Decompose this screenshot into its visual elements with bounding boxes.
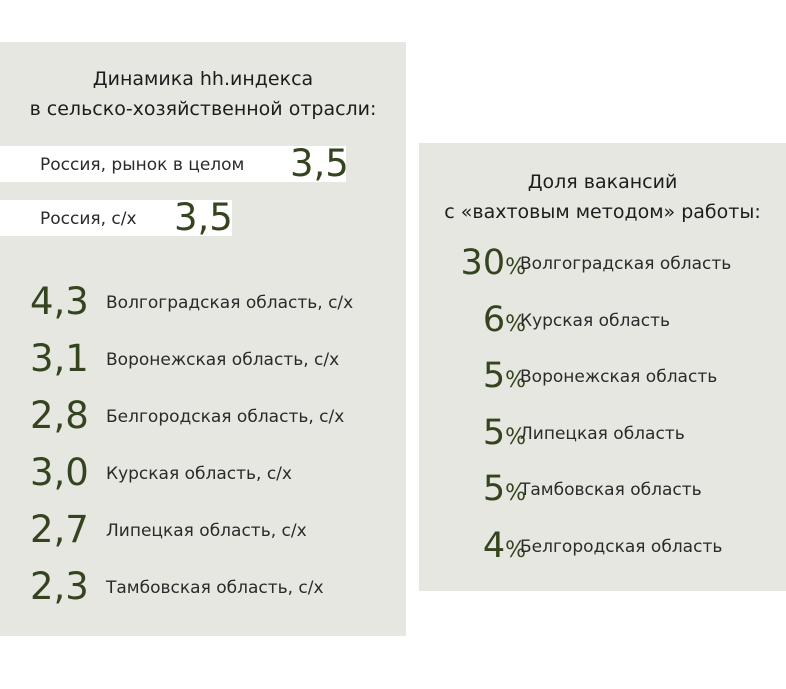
shift-share-value: 5% <box>482 413 526 453</box>
russia-agriculture-value: 3,5 <box>174 196 233 239</box>
shift-row-kursk: 6% Курская область <box>419 297 786 345</box>
shift-work-title-line1: Доля вакансий <box>527 171 678 193</box>
region-index-value: 4,3 <box>30 280 89 323</box>
shift-share-value: 5% <box>482 356 526 396</box>
region-label: Воронежская область, с/х <box>106 350 340 370</box>
shift-row-lipetsk: 5% Липецкая область <box>419 410 786 458</box>
region-label: Тамбовская область, с/х <box>106 578 324 598</box>
region-index-value: 3,1 <box>30 337 89 380</box>
region-label: Волгоградская область, с/х <box>106 293 354 313</box>
region-label: Курская область, с/х <box>106 464 292 484</box>
region-label: Белгородская область, с/х <box>106 407 345 427</box>
region-label: Липецкая область, с/х <box>106 521 307 541</box>
shift-work-title-line2: с «вахтовым методом» работы: <box>444 201 761 223</box>
hh-index-title: Динамика hh.индекса в сельско-хозяйствен… <box>0 64 406 124</box>
region-index-value: 3,0 <box>30 451 89 494</box>
shift-work-title: Доля вакансий с «вахтовым методом» работ… <box>419 167 786 227</box>
shift-row-tambov: 5% Тамбовская область <box>419 466 786 514</box>
shift-row-voronezh: 5% Воронежская область <box>419 353 786 401</box>
region-index-value: 2,7 <box>30 508 89 551</box>
russia-agriculture-row: Россия, с/х 3,5 <box>0 196 233 239</box>
russia-agriculture-label: Россия, с/х <box>40 209 137 229</box>
shift-region-label: Тамбовская область <box>520 480 702 500</box>
russia-market-value: 3,5 <box>290 142 349 185</box>
hh-index-panel: Динамика hh.индекса в сельско-хозяйствен… <box>0 42 406 636</box>
shift-row-belgorod: 4% Белгородская область <box>419 523 786 571</box>
shift-share-value: 4% <box>482 526 526 566</box>
hh-index-title-line2: в сельско-хозяйственной отрасли: <box>29 98 377 120</box>
hh-index-title-line1: Динамика hh.индекса <box>92 68 314 90</box>
shift-region-label: Белгородская область <box>520 537 723 557</box>
shift-region-label: Волгоградская область <box>520 254 732 274</box>
shift-share-value: 30% <box>460 243 526 283</box>
russia-market-row: Россия, рынок в целом 3,5 <box>0 142 349 185</box>
shift-share-value: 6% <box>482 300 526 340</box>
region-index-value: 2,8 <box>30 394 89 437</box>
shift-region-label: Курская область <box>520 311 671 331</box>
shift-row-volgograd: 30% Волгоградская область <box>419 240 786 288</box>
region-index-value: 2,3 <box>30 565 89 608</box>
shift-region-label: Воронежская область <box>520 367 718 387</box>
shift-region-label: Липецкая область <box>520 424 685 444</box>
shift-share-value: 5% <box>482 469 526 509</box>
russia-market-label: Россия, рынок в целом <box>40 155 245 175</box>
shift-work-panel: Доля вакансий с «вахтовым методом» работ… <box>419 143 786 591</box>
